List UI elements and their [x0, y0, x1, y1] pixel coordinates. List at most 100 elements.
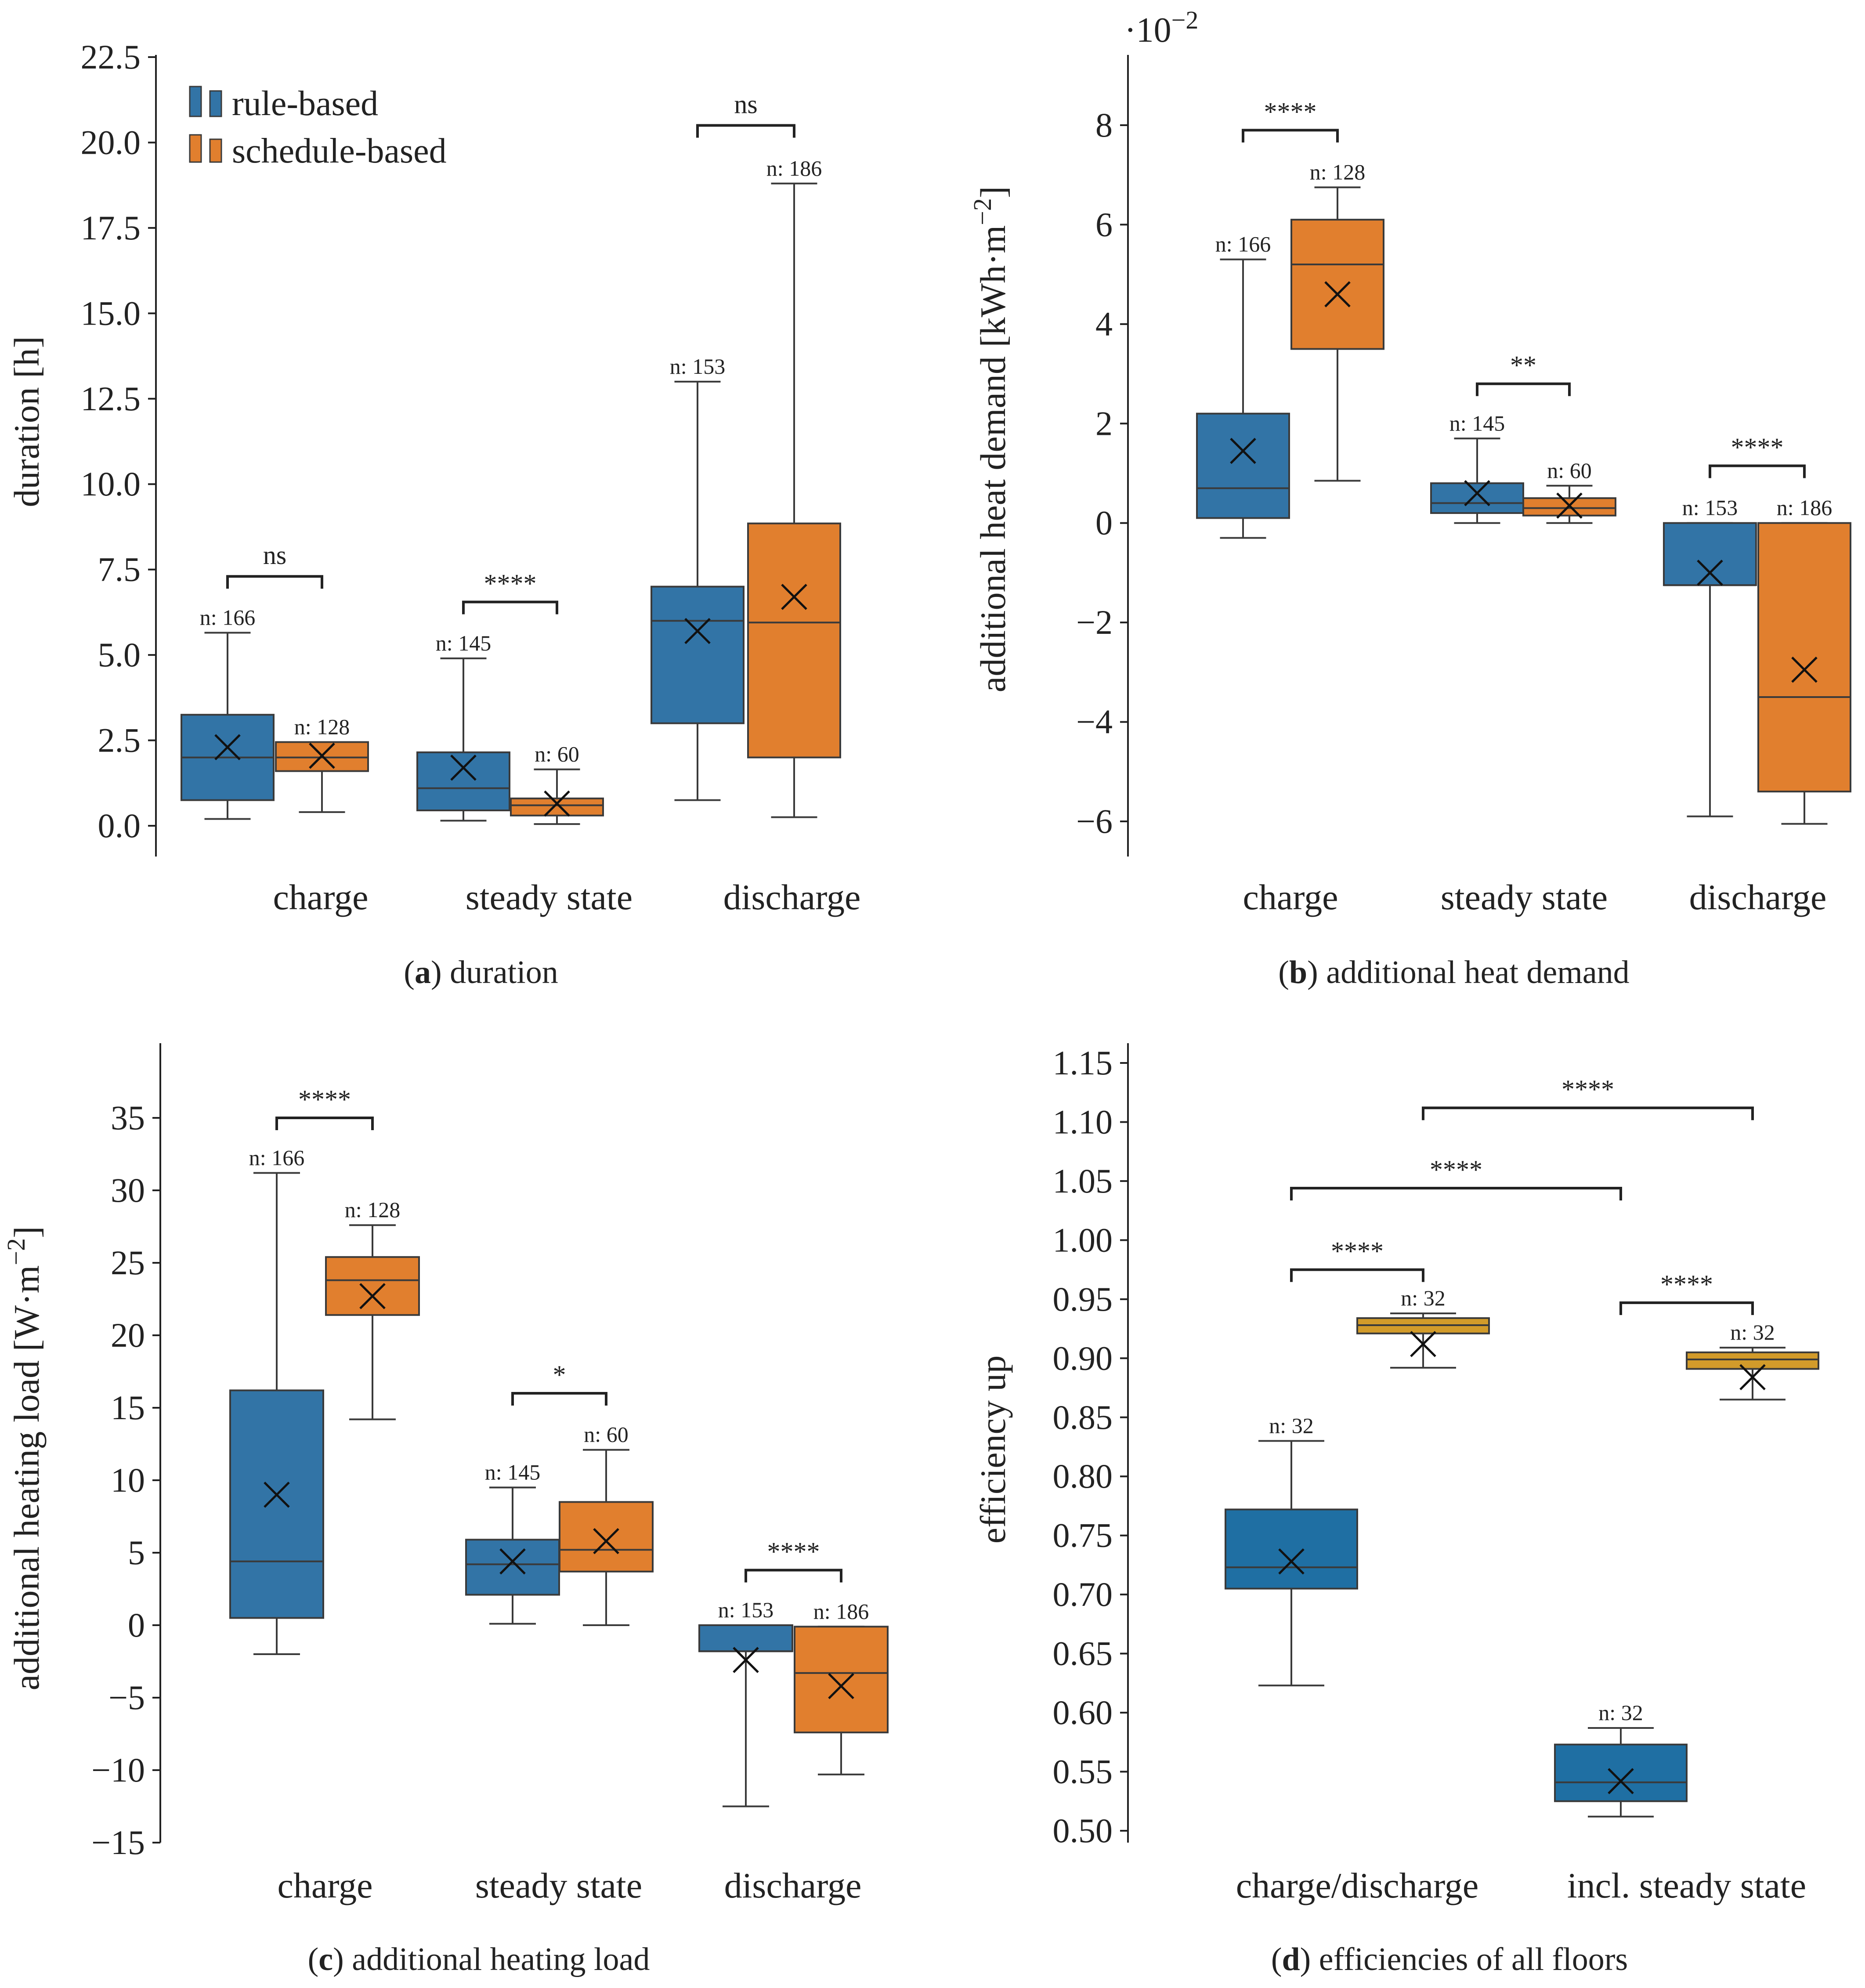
significance-label: **** [1331, 1237, 1384, 1266]
panel-c-box-rule-based: n: 166 [229, 1145, 324, 1655]
box-iqr [651, 586, 745, 724]
sample-size-label: n: 32 [1598, 1700, 1643, 1725]
panel-a-y-tick-label: 20.0 [81, 123, 141, 161]
panel-d-y-tick-label: 0.50 [1053, 1811, 1113, 1850]
panel-d-box-gold: n: 32 [1356, 1286, 1490, 1369]
panel-a-box-schedule-based: n: 128 [275, 714, 369, 813]
panel-d-box-blue: n: 32 [1554, 1700, 1688, 1818]
significance-label: * [553, 1360, 566, 1389]
panel-c-box-rule-based: n: 145 [465, 1460, 560, 1625]
panel-a-caption: (a) duration [404, 954, 558, 990]
panel-a-y-tick-label: 0.0 [98, 806, 141, 845]
significance-label: **** [767, 1537, 820, 1566]
panel-c-boxes: n: 166 n: 128 n: 145 n: 60 n: 153 n: 186 [229, 1145, 889, 1807]
significance-bracket: **** [1709, 433, 1806, 478]
panel-b-box-schedule-based: n: 128 [1290, 160, 1384, 482]
panel-c-caption-text: ) additional heating load [333, 1941, 650, 1977]
panel-b-box-rule-based: n: 153 [1663, 495, 1757, 817]
sample-size-label: n: 32 [1269, 1413, 1313, 1438]
panel-b-significance: ********** [1242, 97, 1806, 478]
panel-a-categories: charge steady state discharge [273, 877, 860, 917]
panel-c-box-schedule-based: n: 128 [325, 1197, 420, 1421]
bracket-line [511, 1392, 607, 1406]
panel-a-y-tick-label: 22.5 [81, 38, 141, 76]
panel-b-box-rule-based: n: 166 [1196, 232, 1290, 539]
mean-marker [544, 790, 570, 817]
box-iqr [794, 1626, 889, 1734]
significance-label: **** [1264, 97, 1317, 126]
panel-c-y-title-main: additional heating load [W·m [7, 1265, 47, 1691]
panel-d-efficiencies: efficiency up 0.500.550.600.650.700.750.… [973, 1043, 1819, 1977]
panel-d-y-tick-label: 0.90 [1053, 1339, 1113, 1377]
panel-a-box-rule-based: n: 145 [416, 631, 510, 822]
panel-b-y-tick-label: −6 [1076, 802, 1113, 840]
box-iqr [510, 797, 604, 817]
significance-bracket: ns [226, 541, 323, 589]
panel-a-y-tick-label: 5.0 [98, 636, 141, 674]
panel-d-y-tick-label: 0.75 [1053, 1516, 1113, 1554]
panel-d-y-tick-label: 0.55 [1053, 1753, 1113, 1791]
sample-size-label: n: 186 [1777, 495, 1832, 520]
bracket-line [275, 1117, 374, 1130]
panel-c-y-tick-label: 10 [111, 1461, 145, 1499]
bracket-line [1709, 464, 1806, 478]
panel-b-y-tick-label: 6 [1095, 205, 1113, 243]
significance-bracket: **** [1422, 1075, 1754, 1121]
panel-c-categories: charge steady state discharge [277, 1865, 861, 1905]
sample-size-label: n: 60 [584, 1422, 628, 1447]
bracket-line [1290, 1187, 1622, 1201]
bracket-line [1242, 129, 1339, 143]
panel-b-box-schedule-based: n: 60 [1522, 458, 1616, 524]
significance-bracket: **** [275, 1085, 374, 1130]
legend-swatch-rule-based-b [209, 90, 222, 117]
sample-size-label: n: 186 [766, 156, 822, 181]
panel-b-categories: charge steady state discharge [1243, 877, 1826, 917]
panel-b-y-tick-label: 4 [1095, 305, 1113, 343]
panel-b-box-rule-based: n: 145 [1430, 411, 1524, 524]
box-iqr [1196, 412, 1290, 519]
panel-c-caption-letter: c [318, 1941, 333, 1977]
panel-c-y-tick-label: 20 [111, 1316, 145, 1354]
significance-bracket: ns [696, 90, 795, 138]
significance-bracket: **** [462, 569, 558, 614]
significance-label: ns [263, 541, 286, 570]
panel-d-box-blue: n: 32 [1225, 1413, 1358, 1687]
sample-size-label: n: 145 [1449, 411, 1505, 435]
legend-swatch-rule-based-a [189, 86, 202, 117]
panel-c-y-tick-label: 35 [111, 1099, 145, 1137]
panel-b-y-tick-label: 2 [1095, 404, 1113, 442]
panel-a-category-label: steady state [466, 877, 633, 917]
sample-size-label: n: 153 [1682, 495, 1738, 520]
panel-b-category-label: charge [1243, 877, 1338, 917]
panel-d-category-label: incl. steady state [1567, 1865, 1806, 1905]
panel-c-y-tick-label: 15 [111, 1388, 145, 1427]
panel-d-caption-letter: d [1282, 1941, 1300, 1977]
panel-c-y-tick-label: 5 [128, 1533, 145, 1572]
legend-swatch-schedule-based-a [189, 134, 202, 163]
panel-c-y-ticks: −15 −10 −5 0 5 10 15 20 25 30 35 [91, 1099, 160, 1861]
panel-b-y-ticks: −6 −4 −2 0 2 4 6 8 [1076, 106, 1128, 840]
box-iqr [1554, 1743, 1688, 1802]
significance-label: **** [484, 569, 537, 598]
mean-marker [684, 618, 711, 644]
panel-b-y-tick-label: −4 [1076, 703, 1113, 741]
mean-marker [214, 734, 241, 760]
panel-b-y-title: additional heat demand [kWh·m−2] [968, 186, 1013, 692]
box-iqr [229, 1389, 324, 1619]
box-iqr [698, 1624, 793, 1652]
bracket-line [226, 575, 323, 589]
mean-marker [450, 755, 477, 781]
panel-d-y-ticks: 0.50 0.55 0.60 0.65 0.70 0.75 0.80 0.85 0.90 0.95… [1053, 1044, 1128, 1850]
sample-size-label: n: 186 [813, 1599, 869, 1623]
box-iqr [1430, 482, 1524, 514]
panel-b-caption-text: ) additional heat demand [1307, 954, 1630, 990]
panel-d-category-label: charge/discharge [1236, 1865, 1479, 1905]
panel-a-box-rule-based: n: 166 [181, 605, 275, 820]
box-iqr [325, 1256, 420, 1316]
panel-d-boxes: n: 32 n: 32 n: 32 n: 32 [1225, 1286, 1819, 1818]
significance-bracket: **** [1619, 1270, 1754, 1315]
panel-c-box-schedule-based: n: 186 [794, 1599, 889, 1775]
panel-b-category-label: steady state [1441, 877, 1608, 917]
panel-a-y-tick-label: 7.5 [98, 550, 141, 589]
significance-label: ** [1510, 351, 1536, 380]
